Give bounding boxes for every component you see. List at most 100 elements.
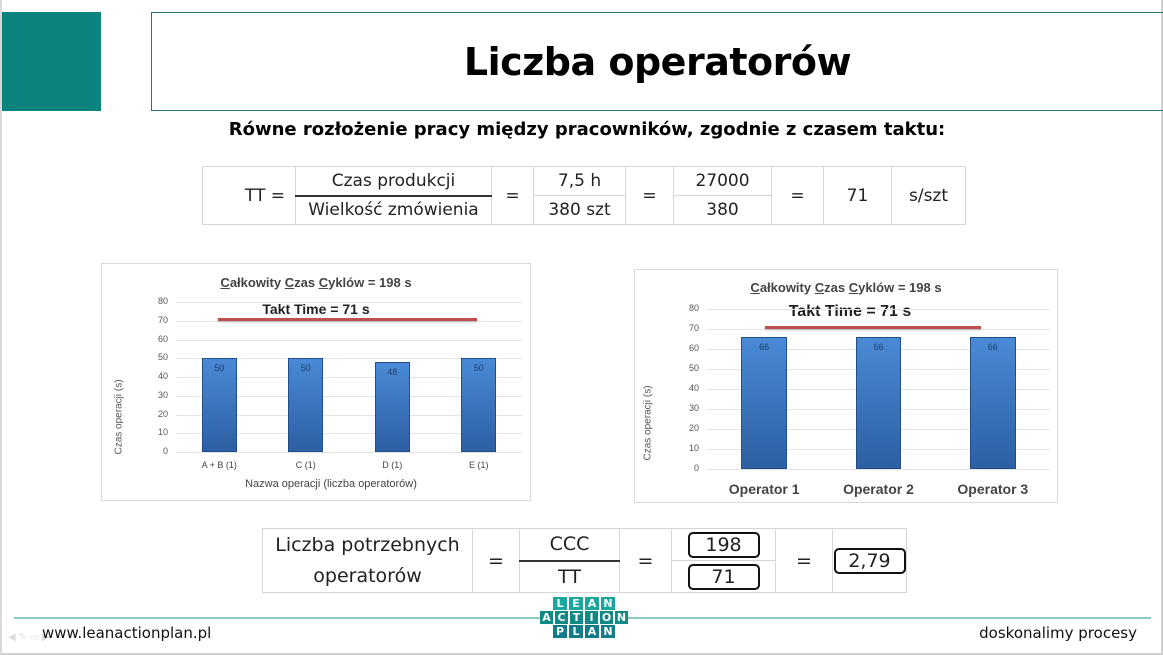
footer-divider-right: [626, 617, 1151, 619]
y-tick-label: 60: [157, 333, 168, 344]
logo-letter: A: [585, 625, 599, 638]
logo-letter: A: [540, 611, 553, 624]
operators-formula: Liczba potrzebnych = CCC = 198 = 2,79 op…: [262, 528, 907, 593]
tt-numerator-label: Czas produkcji: [295, 166, 492, 197]
ops-result-cell: 2,79: [832, 528, 907, 593]
tt-unit: s/szt: [891, 166, 966, 225]
ops-equals-2: =: [619, 528, 672, 593]
chart-operators: Całkowity Czas Cyklów = 198 s Takt Time …: [634, 269, 1058, 503]
tt-numerator-value: 7,5 h: [533, 166, 626, 196]
y-tick-label: 20: [688, 423, 699, 433]
gridline: [176, 452, 522, 453]
nav-arrows-icon[interactable]: ◀ ✎ ▭ ▶: [8, 632, 50, 643]
gridline: [176, 358, 522, 360]
logo-letter: L: [569, 625, 583, 638]
chart2-takt-annotation: Takt Time = 71 s: [788, 303, 912, 320]
bar-value-label: 66: [873, 342, 884, 352]
x-tick-label: Operator 1: [728, 481, 800, 497]
logo-letter: T: [570, 611, 583, 624]
accent-block: [2, 12, 101, 111]
chart2-title: Całkowity Czas Cyklów = 198 s: [750, 280, 942, 295]
bar: 66: [969, 337, 1016, 469]
gridline: [176, 320, 522, 322]
y-tick-label: 50: [157, 352, 168, 363]
ops-label-line1: Liczba potrzebnych: [262, 528, 473, 561]
website-link[interactable]: www.leanactionplan.pl: [42, 624, 212, 642]
y-tick-label: 20: [157, 408, 168, 419]
logo-letter: P: [553, 625, 567, 638]
ops-label-line2: operatorów: [262, 560, 473, 593]
y-tick-label: 40: [688, 383, 699, 393]
y-tick-label: 80: [688, 303, 699, 313]
chart1-title: Całkowity Czas Cyklów = 198 s: [220, 275, 412, 290]
ops-equals-1: =: [472, 528, 520, 593]
x-tick-label: A + B (1): [201, 460, 237, 470]
y-tick-label: 50: [688, 363, 699, 373]
bar: 66: [855, 337, 902, 469]
tt-denominator-count: 380: [673, 195, 772, 225]
tt-equals-1: =: [491, 166, 534, 225]
tt-numerator-seconds: 27000: [673, 166, 772, 196]
x-tick-label: E (1): [468, 460, 489, 470]
chart1-takt-annotation: Takt Time = 71 s: [262, 301, 370, 317]
bar-value-label: 50: [214, 363, 225, 374]
bar-value-label: 50: [473, 363, 484, 374]
page-title: Liczba operatorów: [463, 39, 852, 84]
ops-result: 2,79: [833, 547, 906, 574]
bar-value-label: 66: [987, 342, 998, 352]
chart1-x-axis-title: Nazwa operacji (liczba operatorów): [245, 478, 417, 490]
x-tick-label: D (1): [382, 460, 403, 470]
ops-denominator-label: TT: [519, 560, 620, 593]
y-tick-label: 10: [157, 427, 168, 438]
y-tick-label: 0: [693, 463, 699, 473]
ops-numerator-label: CCC: [519, 528, 620, 562]
ops-numerator-cell: 198: [671, 528, 776, 561]
bar: 50: [201, 358, 237, 452]
x-tick-label: Operator 2: [843, 481, 914, 497]
logo-letter: C: [555, 611, 568, 624]
tt-label: TT =: [202, 166, 296, 225]
chart1-y-axis-title: Czas operacji (s): [113, 379, 125, 455]
bar-value-label: 50: [300, 363, 311, 374]
takt-time-line: [765, 326, 982, 329]
bar: 50: [288, 358, 324, 452]
bar: 48: [374, 362, 410, 452]
gridline: [176, 302, 522, 303]
ops-denominator-cell: 71: [671, 560, 776, 593]
y-tick-label: 70: [157, 314, 168, 325]
y-tick-label: 80: [157, 296, 168, 306]
logo-letter: N: [615, 611, 628, 624]
logo-letter: A: [585, 597, 599, 610]
chart-operations: Całkowity Czas Cyklów = 198 s Takt Time …: [101, 263, 531, 501]
takt-time-formula: TT = Czas produkcji = 7,5 h = 27000 = 71…: [202, 166, 966, 225]
tt-equals-3: =: [771, 166, 824, 225]
logo-letter: L: [553, 597, 567, 610]
bar: 50: [461, 358, 497, 452]
gridline: [176, 433, 522, 435]
gridline: [707, 469, 1050, 470]
takt-time-line: [217, 317, 478, 321]
subtitle: Równe rozłożenie pracy między pracownikó…: [228, 119, 946, 140]
y-tick-label: 10: [688, 443, 699, 453]
logo-letter: O: [600, 611, 613, 624]
bar: 66: [741, 337, 788, 469]
tt-equals-2: =: [625, 166, 674, 225]
logo-letter: N: [601, 625, 615, 638]
footer-divider-left: [14, 617, 542, 619]
logo-letter: N: [601, 597, 615, 610]
gridline: [176, 414, 522, 416]
chart2-plot: 80 70 60 50 40 30 20 10 0 66 Operator 1 66 Operator …: [685, 303, 1050, 497]
gridline: [176, 395, 522, 397]
tt-denominator-label: Wielkość zmówienia: [295, 195, 492, 225]
tt-denominator-value: 380 szt: [533, 195, 626, 225]
logo-letter: I: [585, 611, 598, 624]
y-tick-label: 30: [157, 389, 168, 400]
title-box: Liczba operatorów: [151, 12, 1163, 111]
chart1-plot: 80 70 60 50 40 30 20 10 0 50 A + B (1) 50 C (1) 48 D (…: [154, 296, 522, 470]
y-tick-label: 70: [688, 323, 699, 333]
bar-value-label: 66: [759, 342, 770, 352]
